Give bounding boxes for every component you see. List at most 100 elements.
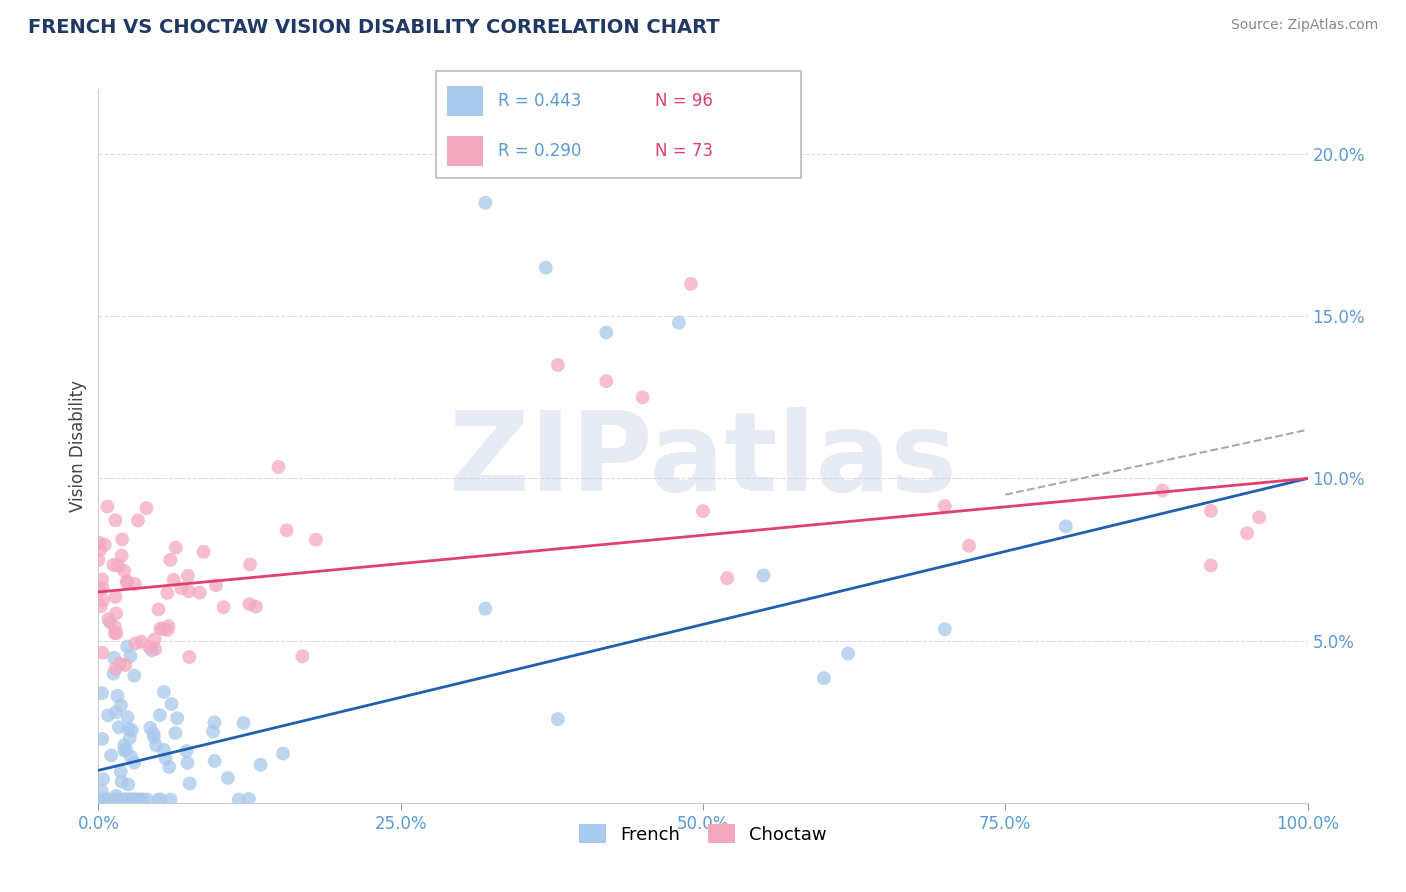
Point bbox=[149, 708, 172, 723]
Point bbox=[105, 607, 128, 621]
Point bbox=[149, 792, 172, 806]
Point bbox=[179, 776, 201, 790]
Point bbox=[716, 571, 738, 585]
Point bbox=[91, 646, 114, 660]
Point bbox=[87, 535, 110, 549]
Point bbox=[110, 764, 132, 779]
Point bbox=[89, 792, 111, 806]
Point bbox=[89, 542, 111, 557]
FancyBboxPatch shape bbox=[436, 71, 801, 178]
Point bbox=[87, 792, 110, 806]
Point bbox=[1249, 510, 1271, 524]
Point bbox=[115, 575, 138, 590]
Point bbox=[179, 650, 201, 665]
Point bbox=[100, 792, 122, 806]
Point bbox=[117, 792, 139, 806]
Point bbox=[201, 724, 224, 739]
Point bbox=[934, 499, 956, 513]
Point bbox=[118, 792, 141, 806]
Point bbox=[245, 599, 267, 614]
Point bbox=[1199, 504, 1222, 518]
Point bbox=[177, 584, 200, 599]
Point bbox=[91, 772, 114, 786]
Point bbox=[90, 599, 112, 613]
Point bbox=[90, 792, 112, 806]
Point bbox=[205, 578, 228, 592]
Point bbox=[117, 777, 139, 791]
Point bbox=[98, 615, 121, 630]
Point bbox=[121, 792, 143, 806]
Point bbox=[91, 572, 114, 586]
Point bbox=[108, 792, 131, 806]
FancyBboxPatch shape bbox=[447, 87, 484, 116]
Point bbox=[136, 792, 159, 806]
Point bbox=[118, 731, 141, 746]
Point bbox=[153, 685, 176, 699]
Point bbox=[152, 622, 174, 636]
Point bbox=[125, 792, 148, 806]
Point bbox=[97, 708, 120, 723]
Point bbox=[679, 277, 702, 291]
Point bbox=[156, 623, 179, 637]
Point bbox=[93, 538, 115, 552]
Point bbox=[112, 738, 135, 752]
Point bbox=[115, 743, 138, 757]
Point bbox=[145, 738, 167, 752]
Point bbox=[142, 726, 165, 740]
Point bbox=[148, 602, 170, 616]
Point bbox=[98, 792, 121, 806]
Point bbox=[305, 533, 328, 547]
Point bbox=[118, 792, 141, 806]
Point bbox=[94, 792, 117, 806]
FancyBboxPatch shape bbox=[447, 136, 484, 166]
Point bbox=[155, 751, 177, 765]
Point bbox=[547, 712, 569, 726]
Point bbox=[110, 792, 132, 806]
Point bbox=[121, 723, 143, 738]
Point bbox=[474, 601, 496, 615]
Point bbox=[1236, 526, 1258, 541]
Point bbox=[103, 666, 125, 681]
Point bbox=[128, 792, 150, 806]
Point bbox=[157, 619, 180, 633]
Point bbox=[107, 720, 129, 734]
Point bbox=[117, 722, 139, 736]
Point bbox=[105, 789, 128, 803]
Point bbox=[238, 792, 260, 806]
Point bbox=[111, 549, 134, 563]
Point bbox=[117, 574, 139, 589]
Point bbox=[131, 792, 153, 806]
Point bbox=[100, 748, 122, 763]
Point bbox=[1054, 519, 1077, 533]
Point bbox=[132, 792, 155, 806]
Point bbox=[124, 792, 146, 806]
Point bbox=[692, 504, 714, 518]
Point bbox=[934, 622, 956, 636]
Point bbox=[122, 668, 145, 682]
Point bbox=[110, 698, 132, 713]
Point bbox=[112, 564, 135, 578]
Point bbox=[271, 747, 294, 761]
Point bbox=[163, 573, 186, 587]
Point bbox=[105, 689, 128, 703]
Text: FRENCH VS CHOCTAW VISION DISABILITY CORRELATION CHART: FRENCH VS CHOCTAW VISION DISABILITY CORR… bbox=[28, 18, 720, 37]
Point bbox=[87, 582, 110, 597]
Point bbox=[595, 374, 617, 388]
Point bbox=[159, 553, 181, 567]
Point bbox=[112, 792, 135, 806]
Point bbox=[120, 648, 142, 663]
Point bbox=[135, 501, 157, 516]
Point bbox=[204, 715, 226, 730]
Point bbox=[595, 326, 617, 340]
Point bbox=[104, 792, 127, 806]
Point bbox=[110, 774, 132, 789]
Text: ZIPatlas: ZIPatlas bbox=[449, 407, 957, 514]
Point bbox=[124, 577, 146, 591]
Point bbox=[103, 558, 125, 572]
Point bbox=[143, 730, 166, 744]
Point bbox=[105, 792, 128, 806]
Point bbox=[291, 649, 314, 664]
Point bbox=[157, 760, 180, 774]
Point bbox=[238, 597, 260, 611]
Point bbox=[105, 626, 128, 640]
